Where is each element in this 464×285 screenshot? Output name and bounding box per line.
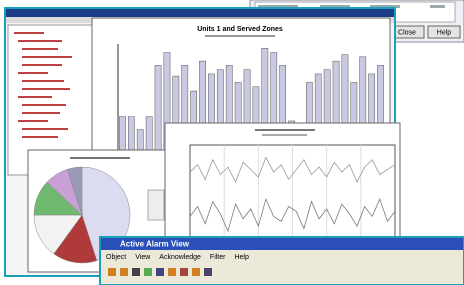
legend bbox=[148, 190, 164, 220]
chart-subtitle bbox=[262, 134, 307, 136]
button-label[interactable]: Help bbox=[437, 29, 452, 36]
table-cell bbox=[430, 5, 445, 8]
menu-bar bbox=[101, 251, 463, 262]
button-label[interactable]: Close bbox=[398, 29, 416, 36]
chart-subtitle bbox=[205, 35, 275, 37]
chart-title bbox=[70, 157, 130, 159]
chart-title: Units 1 and Served Zones bbox=[197, 26, 283, 33]
menu-item[interactable]: Acknowledge bbox=[159, 254, 201, 261]
menu-item[interactable]: Filter bbox=[210, 254, 226, 261]
menu-item[interactable]: Help bbox=[234, 254, 249, 261]
menu-item[interactable]: View bbox=[135, 254, 151, 261]
chart-title bbox=[255, 129, 315, 131]
window-title: Active Alarm View bbox=[120, 240, 190, 249]
alarm-window: Active Alarm View Object View Acknowledge F… bbox=[100, 237, 464, 285]
title-bar bbox=[6, 9, 394, 17]
menu-item[interactable]: Object bbox=[106, 254, 126, 261]
toolbar bbox=[108, 268, 212, 276]
screenshot-collage: Close Help Units 1 and Served Zones bbox=[0, 0, 464, 285]
